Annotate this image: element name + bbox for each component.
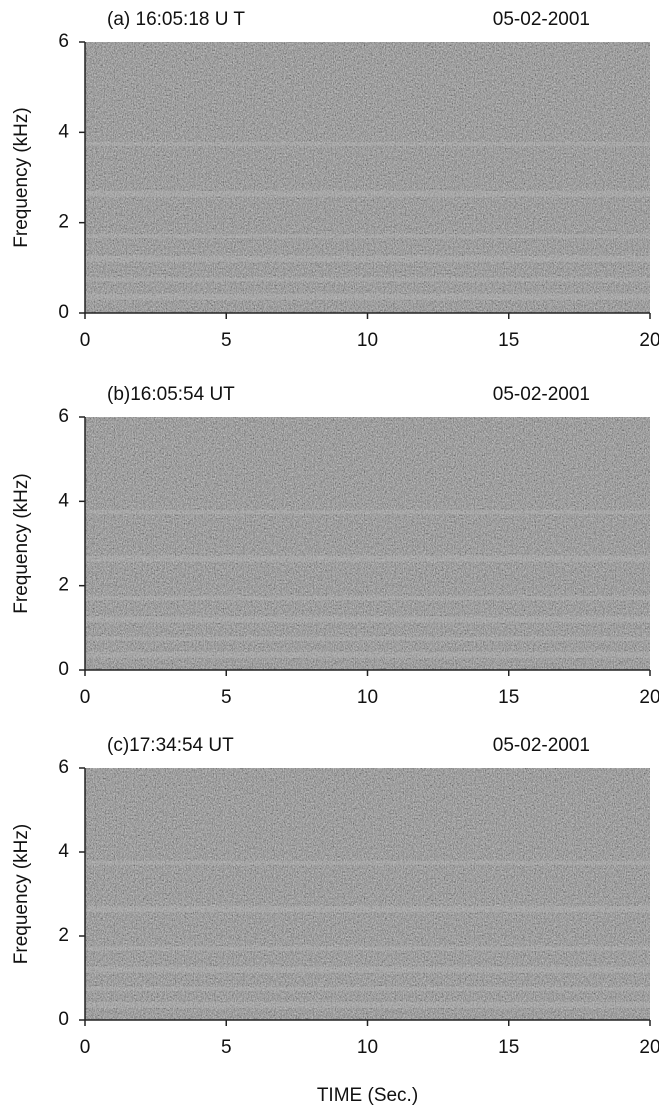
x-tick-label: 5 <box>221 687 232 708</box>
noise-band <box>85 966 650 973</box>
panel-title: (a) 16:05:18 U T <box>107 9 245 30</box>
noise-band <box>85 616 650 623</box>
panel-title: (b)16:05:54 UT <box>107 384 235 405</box>
spectrogram-background <box>85 417 650 670</box>
spectrogram-background <box>85 42 650 313</box>
x-tick-label: 20 <box>639 687 659 708</box>
x-tick-label: 0 <box>80 1037 91 1058</box>
noise-band <box>85 651 650 658</box>
noise-band <box>85 986 650 991</box>
y-tick-label: 4 <box>58 841 69 862</box>
spectrogram <box>84 417 650 670</box>
x-tick-label: 15 <box>498 687 519 708</box>
x-tick-label: 10 <box>357 330 378 351</box>
x-tick-label: 15 <box>498 330 519 351</box>
noise-band <box>85 1001 650 1008</box>
noise-band <box>85 596 650 601</box>
panel-date: 05-02-2001 <box>493 384 590 405</box>
spectrogram <box>84 768 650 1020</box>
noise-band <box>85 255 650 262</box>
noise-band <box>85 946 650 951</box>
y-tick-label: 4 <box>58 490 69 511</box>
x-tick-label: 0 <box>80 330 91 351</box>
panel-date: 05-02-2001 <box>493 9 590 30</box>
panel-title: (c)17:34:54 UT <box>107 735 234 756</box>
noise-band <box>85 141 650 146</box>
x-tick-label: 0 <box>80 687 91 708</box>
y-tick-label: 2 <box>58 212 69 233</box>
spectrogram-background <box>85 768 650 1020</box>
noise-band <box>85 906 650 913</box>
y-tick-label: 2 <box>58 925 69 946</box>
y-tick-label: 0 <box>58 659 69 680</box>
y-tick-label: 6 <box>58 31 69 52</box>
noise-band <box>85 293 650 300</box>
y-tick-label: 0 <box>58 302 69 323</box>
noise-band <box>85 555 650 562</box>
noise-band <box>85 234 650 239</box>
y-axis-label: Frequency (kHz) <box>11 824 32 964</box>
x-tick-label: 20 <box>639 1037 659 1058</box>
x-tick-label: 10 <box>357 687 378 708</box>
y-tick-label: 2 <box>58 575 69 596</box>
y-tick-label: 4 <box>58 121 69 142</box>
y-tick-label: 6 <box>58 757 69 778</box>
y-tick-label: 6 <box>58 406 69 427</box>
y-axis-label: Frequency (kHz) <box>11 107 32 247</box>
y-axis-label: Frequency (kHz) <box>11 473 32 613</box>
noise-band <box>85 636 650 641</box>
spectrogram <box>84 42 650 313</box>
panel-date: 05-02-2001 <box>493 735 590 756</box>
noise-band <box>85 860 650 865</box>
noise-band <box>85 190 650 197</box>
noise-band <box>85 277 650 282</box>
x-tick-label: 20 <box>639 330 659 351</box>
x-tick-label: 5 <box>221 1037 232 1058</box>
x-tick-label: 15 <box>498 1037 519 1058</box>
noise-band <box>85 510 650 515</box>
y-tick-label: 0 <box>58 1009 69 1030</box>
x-tick-label: 10 <box>357 1037 378 1058</box>
x-tick-label: 5 <box>221 330 232 351</box>
x-axis-label: TIME (Sec.) <box>317 1085 418 1106</box>
